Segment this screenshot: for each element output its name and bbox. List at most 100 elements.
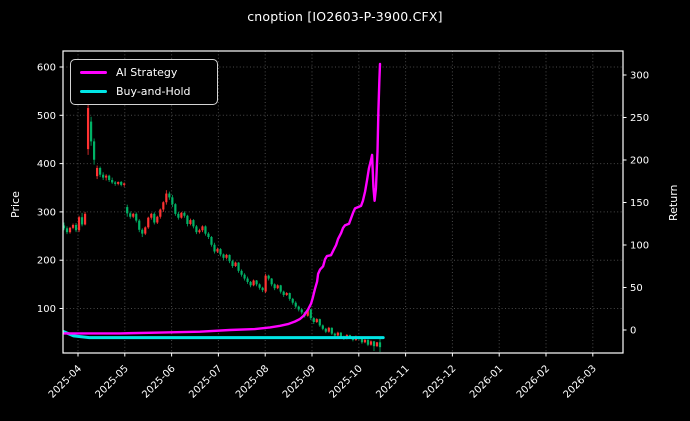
candle-body [369, 341, 373, 345]
candle-body [366, 339, 370, 345]
candle-body [273, 284, 276, 289]
candle-body [195, 226, 198, 233]
return-tick-label: 200 [630, 156, 649, 167]
candle-body [225, 254, 228, 258]
return-tick-label: 150 [630, 198, 649, 209]
chart-title: cnoption [IO2603-P-3900.CFX] [247, 9, 443, 24]
price-tick-label: 400 [37, 159, 56, 170]
candle-body [183, 212, 186, 216]
candle-body [74, 224, 78, 231]
price-tick-label: 200 [37, 256, 56, 267]
candle-body [216, 249, 219, 252]
return-tick-label: 50 [630, 283, 643, 294]
candle-body [255, 280, 258, 285]
candle-body [270, 278, 273, 285]
candle-body [294, 302, 297, 307]
candle-body [186, 215, 189, 224]
candle-body [300, 309, 303, 313]
x-tick-label: 2025-04 [47, 363, 84, 400]
legend-label-buy-and-hold: Buy-and-Hold [116, 85, 191, 99]
candle-body [234, 262, 237, 266]
price-tick-label: 600 [37, 63, 56, 74]
candle-body [180, 212, 183, 218]
candle-body [117, 181, 120, 184]
candle-body [89, 121, 93, 142]
candle-body [210, 237, 213, 245]
legend: AI Strategy Buy-and-Hold [70, 59, 218, 105]
candle-body [177, 213, 180, 218]
candle-body [222, 254, 225, 258]
x-tick-label: 2025-11 [374, 363, 411, 400]
candle-body [336, 332, 339, 336]
x-tick-label: 2025-06 [140, 363, 177, 400]
candle-body [339, 332, 342, 337]
candle-body [282, 291, 285, 295]
x-tick-label: 2025-08 [234, 363, 271, 400]
candle-body [264, 275, 267, 292]
candle-body [243, 274, 246, 279]
candle-body [108, 175, 111, 181]
return-tick-label: 250 [630, 113, 649, 124]
candle-body [120, 181, 123, 185]
tick-labels: 100 200 300 400 500 600 0 50 100 150 200 250 300 2025… [37, 63, 649, 401]
candle-body [156, 216, 159, 223]
x-tick-label: 2025-05 [94, 363, 131, 400]
candle-body [68, 227, 72, 233]
candle-body [62, 225, 66, 229]
ai-strategy-line [62, 62, 382, 335]
candle-body [174, 204, 177, 214]
candle-body [129, 213, 132, 217]
candle-body [165, 193, 168, 203]
x-tick-label: 2025-07 [187, 363, 224, 400]
candle-body [96, 167, 99, 177]
candle-body [228, 254, 231, 262]
price-tick-label: 300 [37, 207, 56, 218]
candle-body [252, 280, 255, 286]
candle-body [71, 224, 75, 228]
candle-body [171, 197, 174, 205]
candle-body [77, 217, 81, 231]
candle-body [321, 325, 324, 329]
candle-body [378, 342, 382, 348]
candle-body [246, 278, 249, 282]
candle-body [132, 213, 135, 217]
candle-body [267, 275, 270, 279]
candle-body [168, 193, 171, 198]
return-tick-label: 100 [630, 241, 649, 252]
candle-body [285, 293, 288, 295]
candle-body [288, 293, 291, 299]
candle-body [219, 249, 222, 255]
x-tick-label: 2026-02 [515, 363, 552, 400]
candle-body [111, 180, 114, 183]
candle-body [138, 220, 141, 230]
candle-body [159, 209, 162, 217]
candle-body [102, 174, 105, 178]
candle-body [315, 319, 318, 323]
return-tick-label: 300 [630, 71, 649, 82]
candle-body [327, 327, 330, 332]
candle-body [279, 285, 282, 292]
candle-body [198, 230, 201, 233]
candle-body [360, 338, 364, 343]
candle-body [237, 262, 240, 271]
candle-body [162, 202, 165, 210]
candle-body [240, 270, 243, 275]
candle-body [192, 220, 195, 227]
candle-body [114, 182, 117, 184]
candle-body [65, 228, 69, 233]
candle-body [86, 108, 90, 150]
candle-body [297, 306, 300, 310]
candle-body [92, 141, 96, 160]
candle-body [375, 342, 379, 347]
candle-body [99, 167, 102, 175]
candle-body [144, 227, 147, 234]
candle-body [312, 318, 315, 323]
candle-body [123, 183, 126, 185]
candle-body [105, 175, 108, 178]
candle-body [213, 244, 216, 252]
candle-body [207, 233, 210, 238]
x-tick-label: 2025-12 [421, 363, 458, 400]
legend-item-ai-strategy: AI Strategy [71, 63, 217, 81]
